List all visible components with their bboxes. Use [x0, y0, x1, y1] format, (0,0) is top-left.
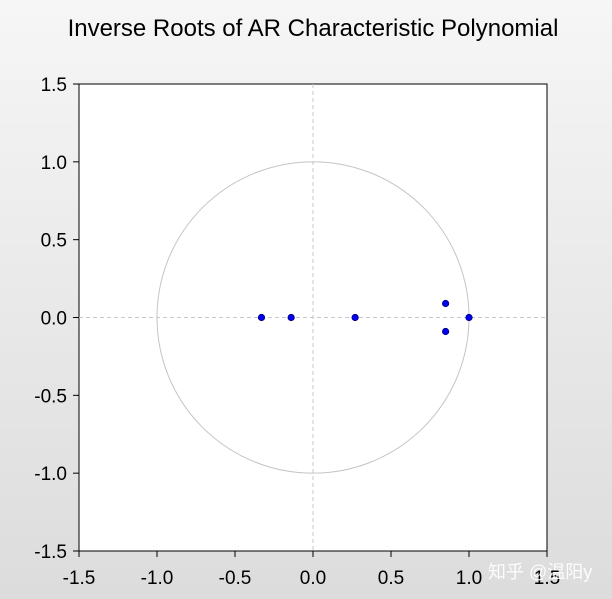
inverse-root-point: [441, 327, 450, 336]
inverse-root-point: [351, 313, 359, 322]
inverse-root-point: [465, 313, 473, 322]
y-tick-label: -0.5: [34, 386, 67, 407]
y-tick-label: 0.0: [41, 309, 67, 330]
inverse-root-point: [441, 299, 450, 308]
inverse-root-point: [287, 313, 295, 322]
x-tick-label: -1.5: [63, 568, 96, 589]
x-tick-label: -1.0: [141, 568, 174, 589]
x-tick-label: 1.5: [534, 568, 560, 589]
watermark: 知乎 @温阳y: [488, 562, 592, 582]
y-tick-label: 1.0: [41, 153, 67, 174]
x-axis: -1.5 -1.0 -0.5 0.0 0.5 1.0 1.5: [63, 551, 560, 589]
x-tick-label: 0.5: [378, 568, 404, 589]
chart-title: Inverse Roots of AR Characteristic Polyn…: [68, 15, 559, 42]
y-tick-label: 1.5: [41, 75, 67, 96]
inverse-root-point: [257, 313, 266, 322]
points-layer: [257, 299, 473, 336]
y-tick-label: 0.5: [41, 231, 67, 252]
y-tick-label: -1.5: [34, 542, 67, 563]
y-axis: 1.5 1.0 0.5 0.0 -0.5 -1.0 -1.5: [34, 75, 79, 563]
x-tick-label: 1.0: [456, 568, 482, 589]
x-tick-label: 0.0: [300, 568, 326, 589]
x-tick-label: -0.5: [219, 568, 252, 589]
y-tick-label: -1.0: [34, 464, 67, 485]
